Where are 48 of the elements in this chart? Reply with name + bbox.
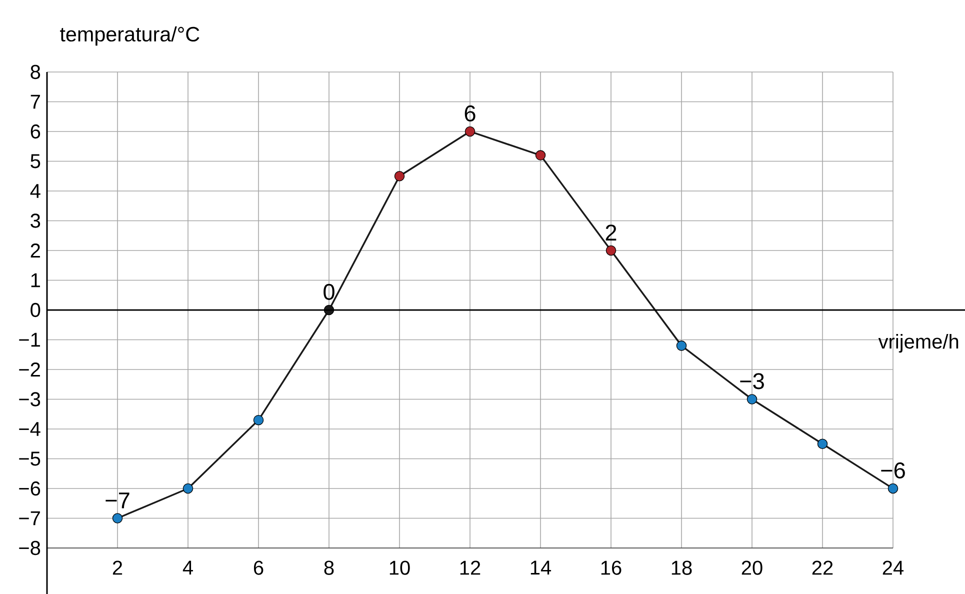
x-tick-label: 10	[390, 560, 410, 575]
y-tick-label: 1	[31, 273, 40, 288]
y-axis-title: temperatura/°C	[60, 26, 200, 46]
point	[112, 513, 123, 524]
y-tick-label: −4	[19, 422, 40, 436]
data-label: 6	[464, 105, 476, 122]
x-tick-label: 16	[601, 560, 622, 575]
x-tick-label: 24	[882, 560, 904, 575]
y-tick-label: 5	[30, 154, 40, 168]
y-tick-label: 2	[30, 244, 40, 258]
x-tick-label: 8	[324, 560, 334, 575]
y-tick-label: 0	[30, 302, 40, 318]
point	[253, 414, 264, 426]
y-tick-label: 4	[30, 184, 40, 198]
y-tick-label: −5	[19, 452, 40, 466]
data-label: −3	[740, 373, 764, 390]
point	[817, 438, 828, 450]
point	[182, 483, 194, 494]
x-tick-label: 20	[742, 560, 762, 575]
point	[464, 126, 476, 137]
x-tick-label: 2	[112, 560, 122, 575]
point	[394, 170, 405, 182]
x-tick-label: 18	[672, 560, 692, 575]
y-tick-label: 8	[30, 64, 40, 80]
point	[888, 483, 898, 494]
x-axis-title: vrijeme/h	[878, 334, 958, 353]
y-tick-label: −8	[19, 540, 40, 556]
point	[676, 340, 687, 351]
x-tick-label: 12	[460, 560, 480, 575]
y-tick-label: 6	[30, 124, 40, 139]
y-tick-label: −2	[19, 362, 40, 376]
x-tick-label: 6	[254, 560, 264, 575]
y-tick-label: −6	[19, 481, 40, 496]
x-tick-label: 14	[530, 560, 552, 574]
data-label: 0	[324, 284, 334, 300]
y-tick-label: 7	[30, 94, 40, 109]
y-tick-label: −1	[19, 332, 40, 347]
x-tick-label: 4	[182, 560, 193, 574]
point	[746, 394, 758, 404]
y-tick-label: −7	[19, 511, 40, 526]
data-label: −7	[106, 492, 130, 508]
data-label: −6	[881, 462, 905, 478]
y-tick-label: 3	[30, 214, 40, 228]
data-label: 2	[606, 224, 616, 240]
x-tick-label: 22	[812, 560, 833, 575]
y-tick-label: −3	[19, 392, 40, 406]
point	[606, 245, 616, 256]
point	[535, 150, 546, 160]
